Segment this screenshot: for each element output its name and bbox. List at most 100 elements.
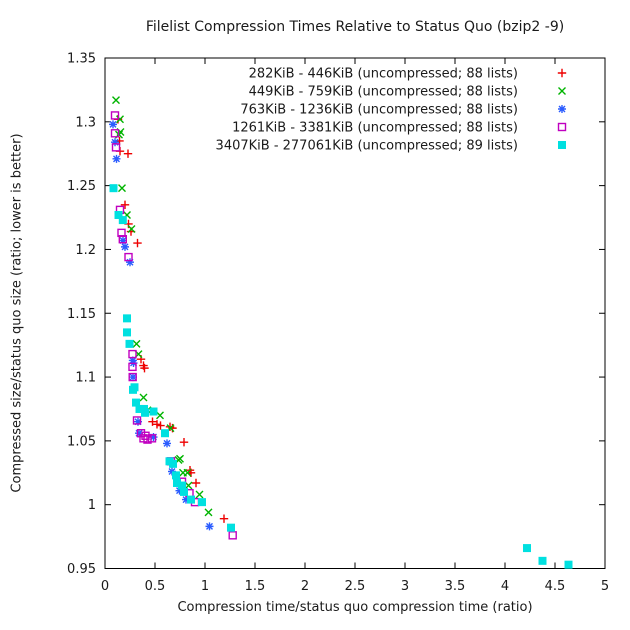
legend-label-2: 763KiB - 1236KiB (uncompressed; 88 lists… xyxy=(240,103,518,118)
data-point xyxy=(523,544,531,553)
data-point xyxy=(143,435,152,444)
data-point xyxy=(149,433,158,442)
x-tick-label: 1 xyxy=(201,579,209,594)
x-tick-label: 5 xyxy=(601,579,609,594)
data-point xyxy=(127,225,136,234)
data-point xyxy=(564,560,573,569)
y-tick-label: 1.2 xyxy=(75,243,96,258)
chart-title: Filelist Compression Times Relative to S… xyxy=(145,19,565,35)
x-tick-label: 4 xyxy=(501,579,509,594)
data-point xyxy=(173,478,181,487)
y-tick-label: 1.05 xyxy=(67,434,96,449)
data-point xyxy=(128,362,137,372)
data-point xyxy=(156,411,164,420)
data-point xyxy=(120,200,130,209)
data-point xyxy=(124,252,133,262)
data-point xyxy=(129,373,137,382)
data-point xyxy=(112,154,121,163)
x-tick-label: 1.5 xyxy=(245,579,266,594)
data-point xyxy=(227,523,235,532)
data-point xyxy=(139,393,148,402)
data-point xyxy=(175,486,184,495)
data-point xyxy=(121,242,129,251)
data-point xyxy=(111,143,121,152)
data-point xyxy=(135,404,144,413)
data-point xyxy=(135,429,143,438)
x-tick-label: 3 xyxy=(401,579,409,594)
data-point xyxy=(198,498,206,507)
data-point xyxy=(123,328,131,337)
data-point xyxy=(118,216,127,225)
data-point xyxy=(140,363,149,373)
data-point xyxy=(538,556,547,565)
data-point xyxy=(119,236,127,245)
series-2 xyxy=(109,120,214,531)
data-point xyxy=(136,429,146,438)
data-point xyxy=(219,514,229,523)
legend-label-0: 282KiB - 446KiB (uncompressed; 88 lists) xyxy=(249,67,518,82)
data-point xyxy=(112,96,120,105)
legend-label-1: 449KiB - 759KiB (uncompressed; 88 lists) xyxy=(249,85,518,100)
x-axis-label: Compression time/status quo compression … xyxy=(177,600,533,615)
legend-marker-square-filled xyxy=(558,141,566,149)
y-tick-label: 0.95 xyxy=(67,562,96,577)
x-tick-label: 4.5 xyxy=(545,579,566,594)
data-point xyxy=(179,437,189,447)
y-tick-label: 1.25 xyxy=(67,179,96,194)
data-point xyxy=(149,407,158,416)
data-point xyxy=(123,314,131,323)
data-point xyxy=(187,495,195,504)
data-point xyxy=(130,383,139,392)
data-point xyxy=(109,184,118,193)
data-point xyxy=(195,490,204,499)
data-point xyxy=(182,495,190,504)
data-point xyxy=(114,210,123,219)
data-point xyxy=(169,459,177,468)
data-point xyxy=(132,398,140,407)
data-point xyxy=(172,471,180,480)
y-tick-label: 1.1 xyxy=(75,371,96,386)
data-point xyxy=(141,408,149,417)
data-point xyxy=(147,434,157,443)
legend-marker-asterisk xyxy=(558,105,566,113)
data-point xyxy=(126,258,134,267)
data-point xyxy=(148,417,157,426)
data-point xyxy=(110,129,120,138)
data-point xyxy=(205,522,214,531)
data-point xyxy=(183,468,192,477)
data-point xyxy=(132,339,141,348)
legend-marker-square-open xyxy=(557,122,567,132)
data-point xyxy=(125,339,134,348)
y-tick-label: 1.3 xyxy=(75,115,96,130)
x-tick-label: 0.5 xyxy=(145,579,166,594)
x-tick-label: 0 xyxy=(101,579,109,594)
x-tick-label: 2 xyxy=(301,579,309,594)
data-point xyxy=(109,120,117,129)
data-point xyxy=(118,235,128,244)
legend-marker-cross xyxy=(558,87,566,95)
data-point xyxy=(228,531,237,540)
legend-label-4: 3407KiB - 277061KiB (uncompressed; 89 li… xyxy=(216,139,518,154)
data-point xyxy=(161,429,169,438)
data-point xyxy=(178,481,186,490)
data-point xyxy=(163,439,171,448)
data-point xyxy=(132,416,142,425)
data-point xyxy=(123,149,133,158)
legend-marker-plus xyxy=(557,68,567,78)
data-point xyxy=(191,478,201,488)
x-tick-label: 2.5 xyxy=(345,579,366,594)
data-point xyxy=(111,138,119,147)
data-point xyxy=(118,184,126,193)
data-point xyxy=(176,454,184,463)
y-tick-label: 1 xyxy=(88,498,96,513)
data-point xyxy=(110,111,120,120)
x-tick-label: 3.5 xyxy=(445,579,466,594)
y-tick-label: 1.15 xyxy=(67,307,96,322)
data-point xyxy=(134,417,142,426)
data-point xyxy=(204,508,213,517)
legend-label-3: 1261KiB - 3381KiB (uncompressed; 88 list… xyxy=(232,121,518,136)
data-point xyxy=(128,349,137,359)
data-point xyxy=(180,487,188,496)
